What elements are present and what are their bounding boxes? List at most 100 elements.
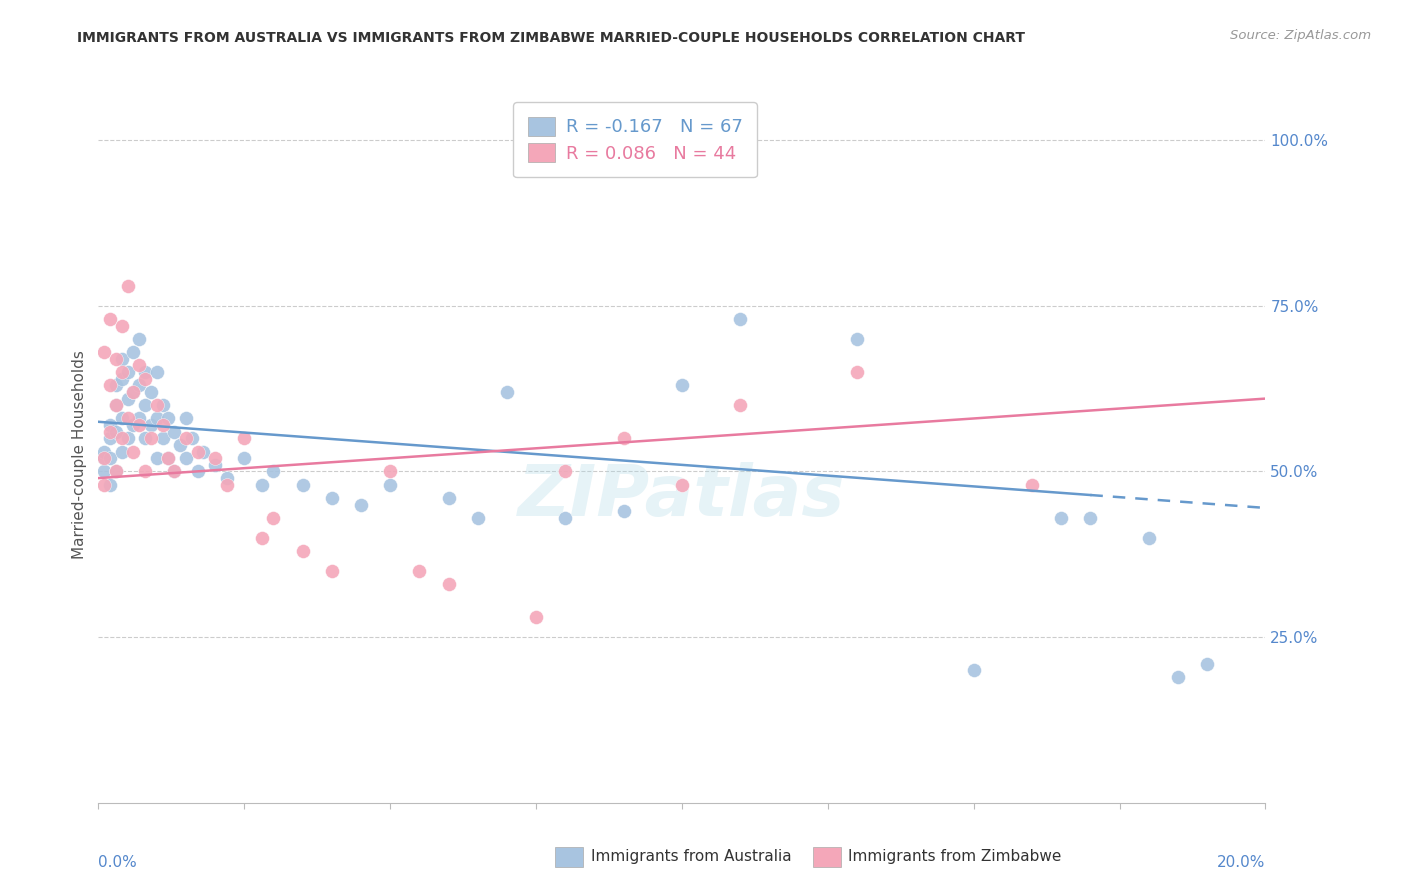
Point [204, 451, 226, 466]
Point [98, 425, 121, 439]
Point [215, 471, 238, 485]
Point [291, 477, 314, 491]
Point [845, 365, 868, 379]
Point [111, 351, 134, 366]
Point [122, 384, 145, 399]
Point [128, 378, 150, 392]
Point [193, 444, 215, 458]
Point [612, 431, 634, 445]
Point [93, 345, 115, 359]
Point [111, 318, 134, 333]
Point [122, 444, 145, 458]
Point [180, 431, 202, 445]
Point [146, 451, 169, 466]
Point [98, 312, 121, 326]
Point [111, 411, 134, 425]
Point [122, 384, 145, 399]
Point [233, 451, 256, 466]
Text: Immigrants from Zimbabwe: Immigrants from Zimbabwe [848, 849, 1062, 863]
Point [122, 418, 145, 433]
Point [524, 610, 547, 624]
Point [104, 425, 127, 439]
Point [146, 411, 169, 425]
Point [157, 451, 180, 466]
Point [163, 465, 186, 479]
Point [104, 378, 127, 392]
Point [139, 418, 162, 433]
Point [350, 498, 373, 512]
Point [187, 465, 209, 479]
Point [111, 365, 134, 379]
Point [554, 465, 576, 479]
Point [215, 477, 238, 491]
Point [204, 458, 226, 472]
Text: 20.0%: 20.0% [1218, 855, 1265, 870]
Point [671, 378, 693, 392]
Point [233, 431, 256, 445]
Point [93, 451, 115, 466]
Point [187, 444, 209, 458]
Point [321, 564, 343, 578]
Point [671, 477, 693, 491]
Point [554, 511, 576, 525]
Point [93, 465, 115, 479]
Point [174, 431, 197, 445]
Point [152, 418, 174, 433]
Point [146, 365, 169, 379]
Point [134, 431, 156, 445]
Point [291, 544, 314, 558]
Point [467, 511, 489, 525]
Point [117, 365, 139, 379]
Text: Immigrants from Australia: Immigrants from Australia [591, 849, 792, 863]
Text: IMMIGRANTS FROM AUSTRALIA VS IMMIGRANTS FROM ZIMBABWE MARRIED-COUPLE HOUSEHOLDS : IMMIGRANTS FROM AUSTRALIA VS IMMIGRANTS … [77, 31, 1025, 45]
Point [1167, 670, 1189, 684]
Point [845, 332, 868, 346]
Point [128, 359, 150, 373]
Point [117, 411, 139, 425]
Point [1195, 657, 1218, 671]
Point [146, 398, 169, 412]
Point [437, 577, 460, 591]
Point [262, 511, 284, 525]
Point [93, 444, 115, 458]
Point [128, 332, 150, 346]
Point [139, 384, 162, 399]
Point [104, 351, 127, 366]
Point [139, 431, 162, 445]
Point [728, 398, 751, 412]
Point [104, 465, 127, 479]
Point [378, 477, 402, 491]
Point [98, 477, 121, 491]
Point [262, 465, 284, 479]
Point [250, 477, 273, 491]
Point [163, 465, 186, 479]
Point [1050, 511, 1073, 525]
Point [1080, 511, 1102, 525]
Point [98, 418, 121, 433]
Point [962, 663, 984, 677]
Text: ZIPatlas: ZIPatlas [519, 462, 845, 531]
Point [93, 451, 115, 466]
Point [128, 418, 150, 433]
Point [117, 431, 139, 445]
Point [134, 465, 156, 479]
Point [437, 491, 460, 505]
Point [128, 411, 150, 425]
Point [98, 378, 121, 392]
Point [134, 398, 156, 412]
Point [134, 372, 156, 386]
Point [98, 451, 121, 466]
Point [378, 465, 402, 479]
Point [122, 345, 145, 359]
Point [495, 384, 517, 399]
Point [111, 444, 134, 458]
Point [134, 365, 156, 379]
Point [321, 491, 343, 505]
Legend: R = -0.167   N = 67, R = 0.086   N = 44: R = -0.167 N = 67, R = 0.086 N = 44 [513, 103, 756, 178]
Point [1021, 477, 1043, 491]
Point [174, 451, 197, 466]
Point [152, 431, 174, 445]
Point [111, 431, 134, 445]
Point [93, 477, 115, 491]
Point [728, 312, 751, 326]
